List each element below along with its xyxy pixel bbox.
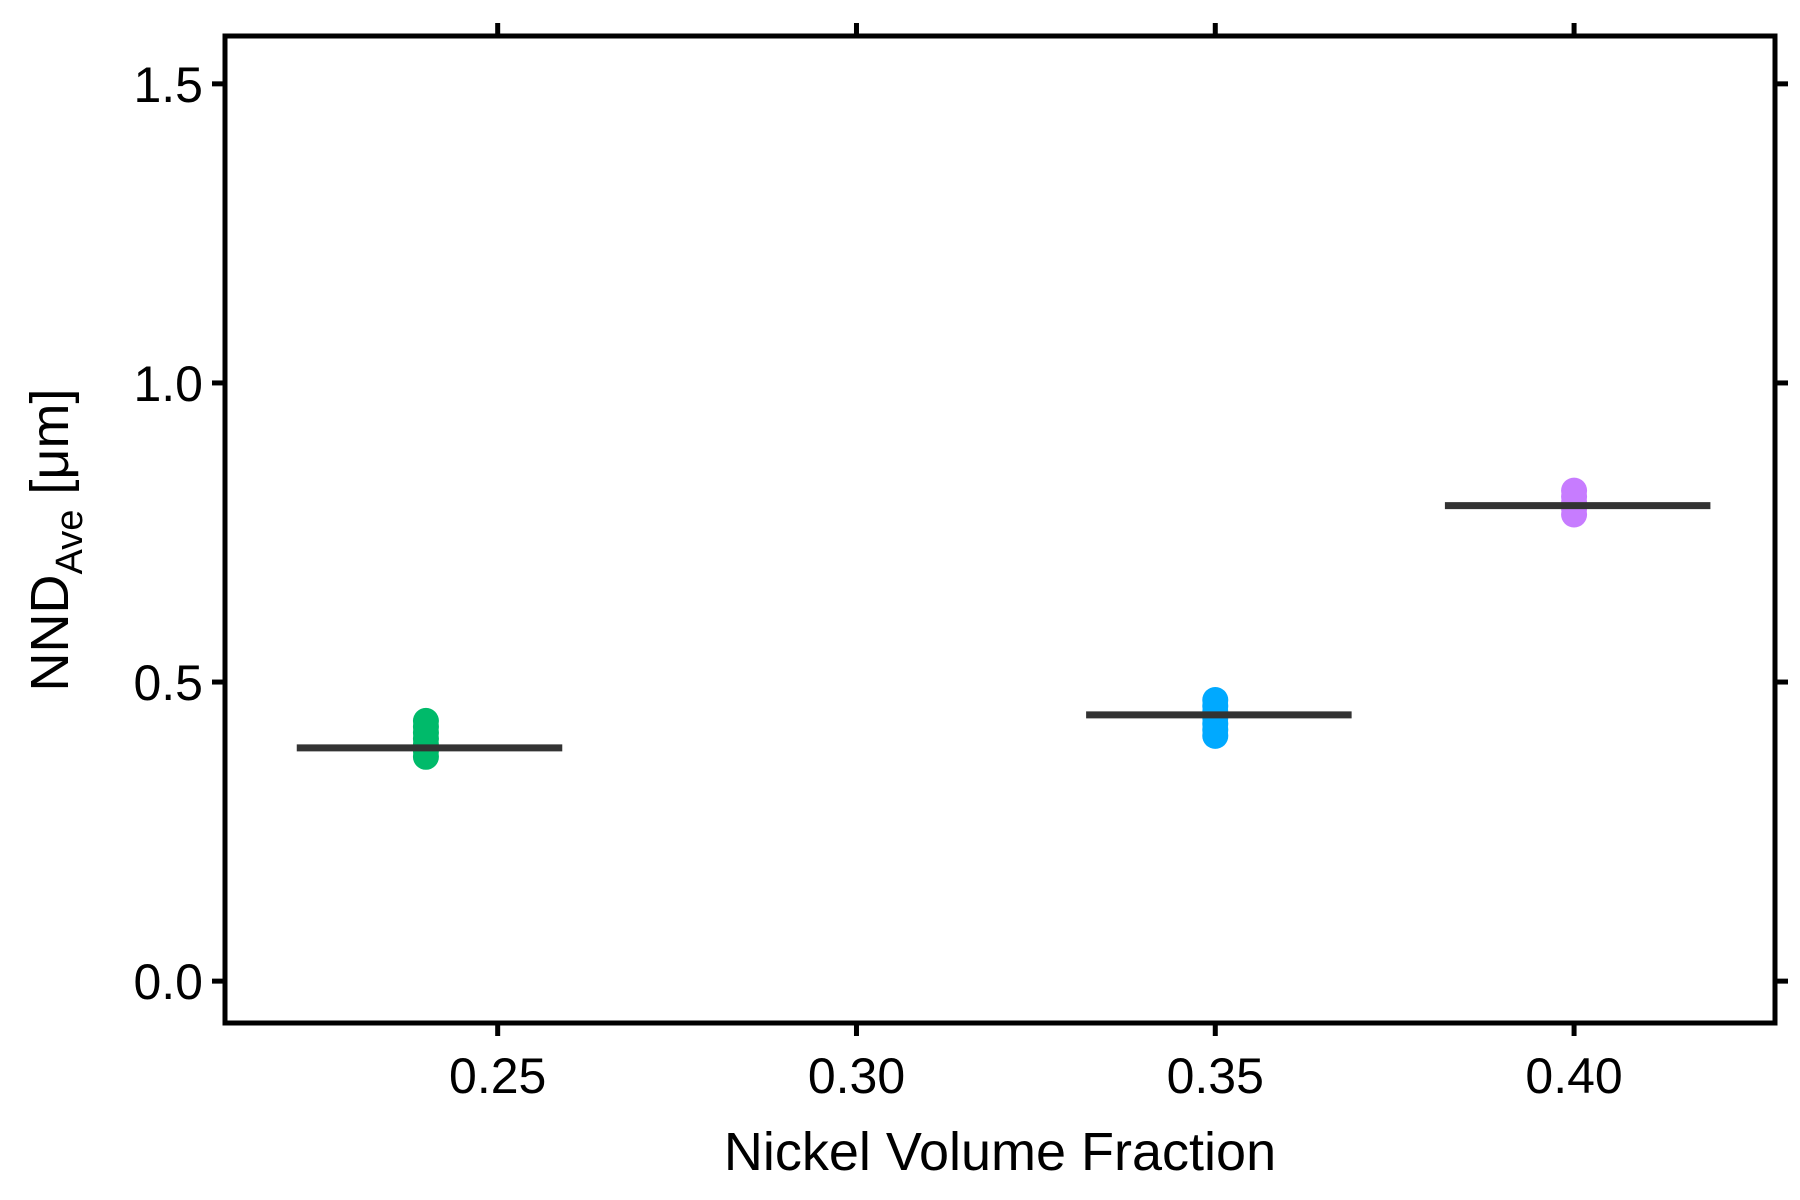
x-axis-title: Nickel Volume Fraction xyxy=(724,1122,1276,1182)
plot-marks xyxy=(296,477,1711,770)
series-2-point-4 xyxy=(1561,477,1588,504)
plot-frame xyxy=(222,33,1778,1026)
y-axis-title-unit: [μm] xyxy=(20,389,80,510)
y-axis-title-main: NND xyxy=(20,574,80,691)
series-0 xyxy=(296,707,563,770)
axis-ticks: 0.25 0.30 0.35 0.40 0.0 0.5 1.0 1.5 xyxy=(133,23,1788,1104)
series-1 xyxy=(1086,686,1352,749)
x-tick-label-2: 0.35 xyxy=(1167,1048,1264,1104)
series-0-point-6 xyxy=(412,707,439,734)
y-tick-label-1: 0.5 xyxy=(133,655,203,711)
y-tick-label-3: 1.5 xyxy=(133,57,203,113)
x-tick-label-3: 0.40 xyxy=(1525,1048,1622,1104)
series-1-point-6 xyxy=(1202,686,1229,713)
y-axis-title: NNDAve [μm] xyxy=(20,389,91,692)
y-tick-label-0: 0.0 xyxy=(133,954,203,1010)
y-axis-title-subscript: Ave xyxy=(49,510,91,575)
series-2 xyxy=(1444,477,1711,528)
x-tick-label-1: 0.30 xyxy=(808,1048,905,1104)
y-tick-label-2: 1.0 xyxy=(133,356,203,412)
x-tick-label-0: 0.25 xyxy=(449,1048,546,1104)
